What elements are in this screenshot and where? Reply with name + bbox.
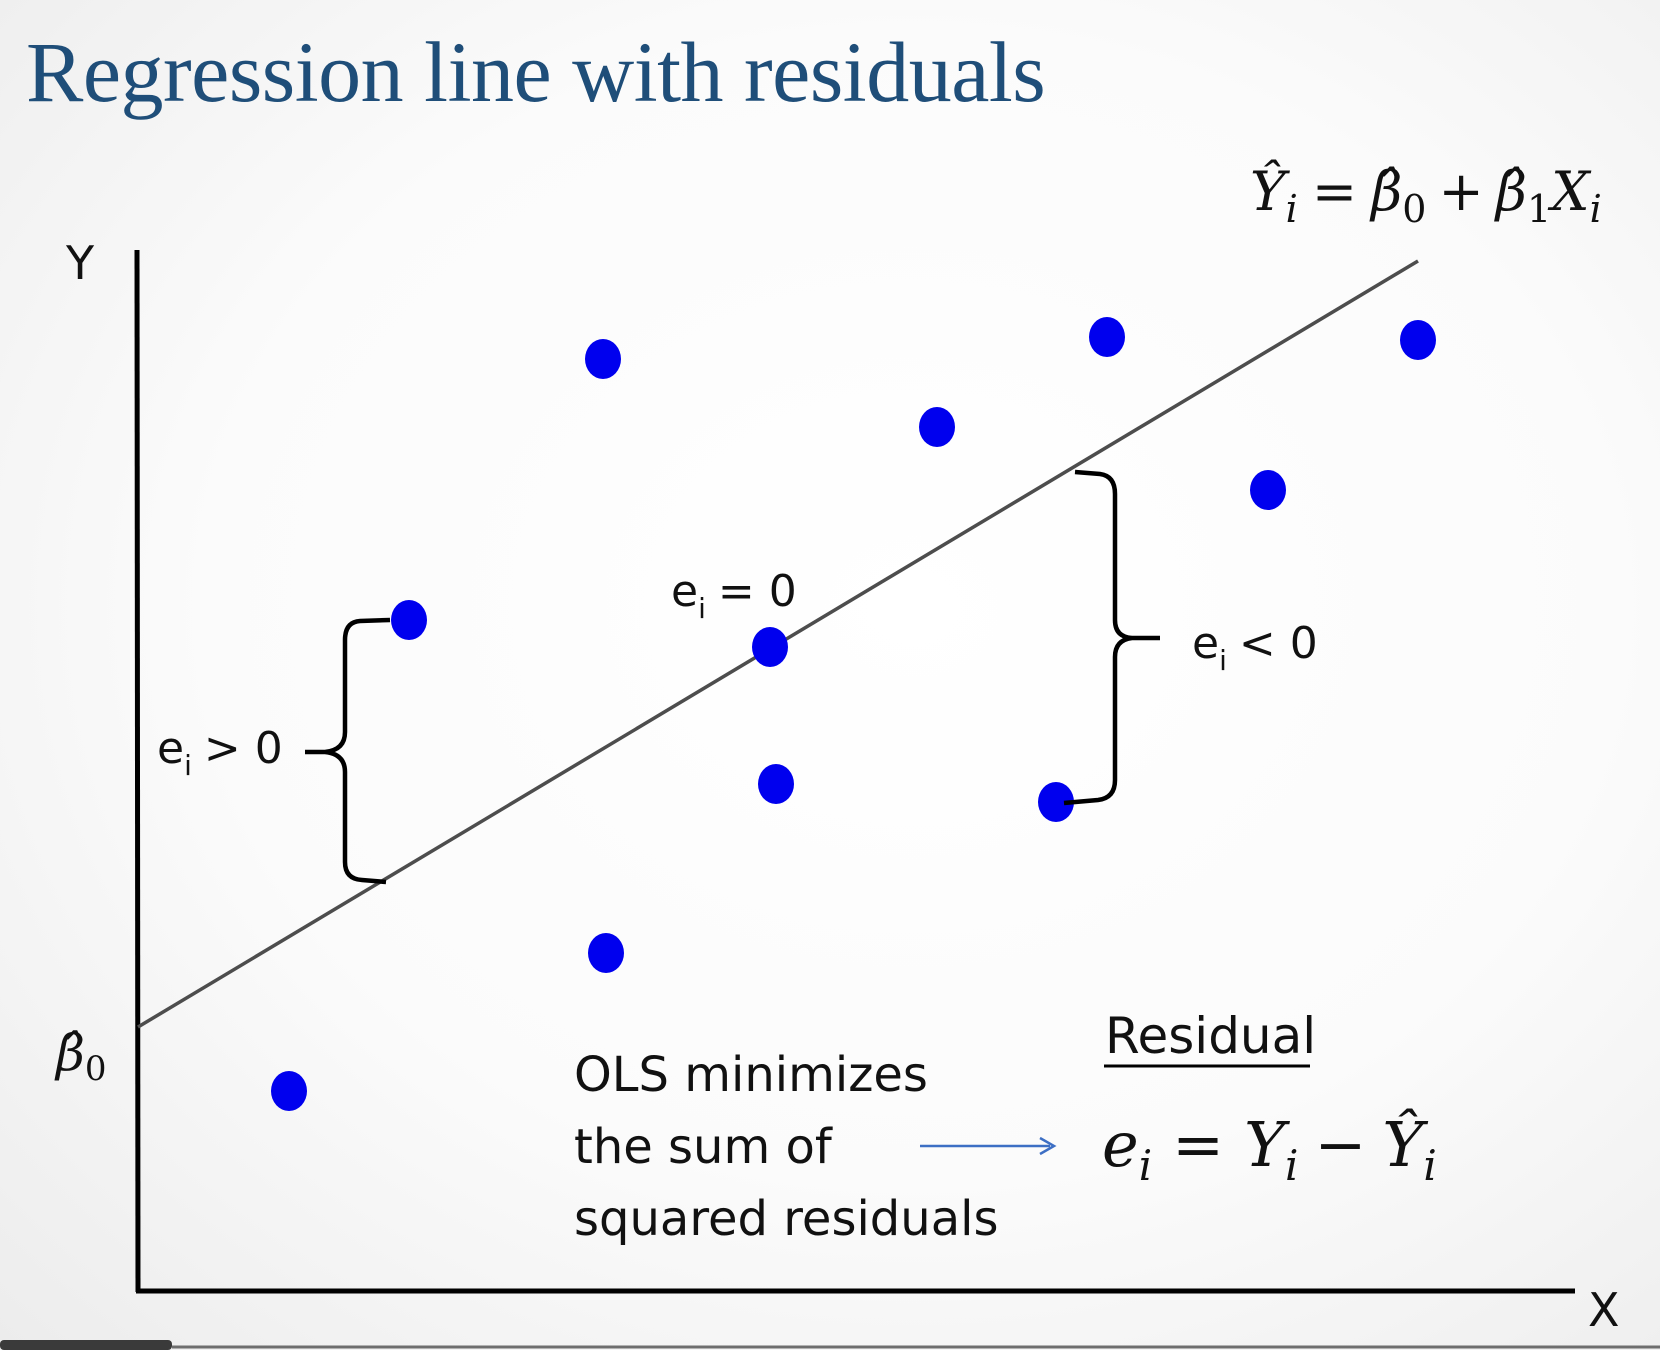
x-axis-label: X <box>1588 1283 1620 1337</box>
data-point <box>1038 782 1074 822</box>
data-point <box>391 600 427 640</box>
residual-formula: ei = Yi − Ŷi <box>1102 1108 1437 1190</box>
regression-equation: Ŷi = β̂0 + β̂1Xi <box>1250 158 1602 231</box>
ols-note-line-2: the sum of <box>574 1119 833 1175</box>
negative-residual-label: ei < 0 <box>1192 618 1318 677</box>
ols-arrow-head <box>1039 1136 1057 1156</box>
slide-title: Regression line with residuals <box>26 24 1046 120</box>
residual-heading: Residual <box>1105 1007 1316 1065</box>
y-axis-label: Y <box>65 236 95 290</box>
ols-note-line-1: OLS minimizes <box>574 1047 928 1103</box>
scrollbar-thumb[interactable] <box>0 1340 172 1350</box>
data-point <box>1089 317 1125 357</box>
y-axis <box>134 249 141 1293</box>
positive-residual-label: ei > 0 <box>157 723 283 782</box>
data-point <box>271 1071 307 1111</box>
intercept-label: β̂0 <box>54 1024 107 1089</box>
zero-residual-label: ei = 0 <box>671 566 797 625</box>
data-point <box>585 339 621 379</box>
negative-residual-brace <box>1063 469 1160 806</box>
data-point <box>1400 320 1436 360</box>
data-point <box>588 933 624 973</box>
ols-note-line-3: squared residuals <box>574 1191 998 1247</box>
data-point <box>758 764 794 804</box>
data-point <box>1250 470 1286 510</box>
data-points <box>271 317 1436 1111</box>
data-point <box>752 627 788 667</box>
positive-residual-brace <box>305 617 391 885</box>
data-point <box>919 407 955 447</box>
